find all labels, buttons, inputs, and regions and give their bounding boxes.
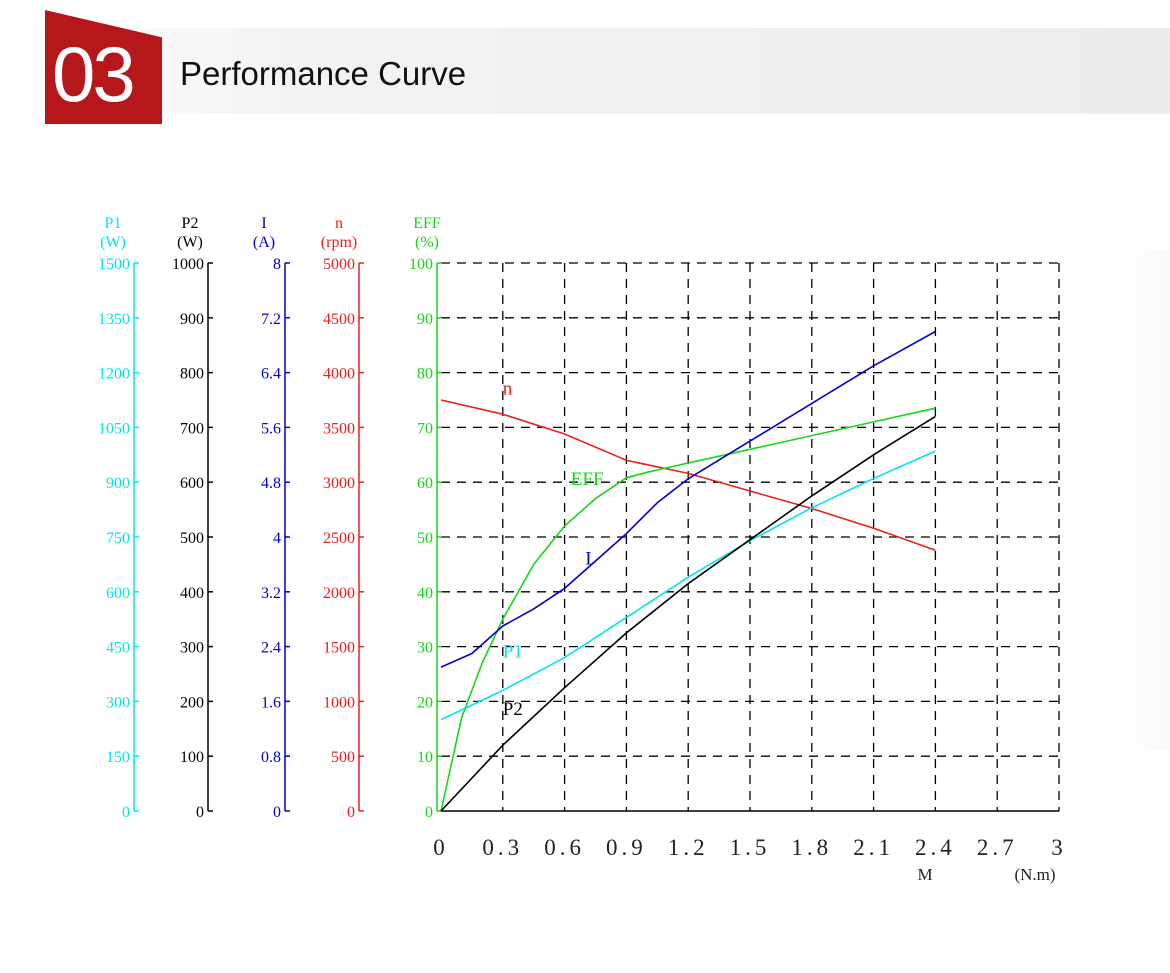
y-tick-label-current: 1.6 xyxy=(261,694,281,711)
y-tick-label-speed: 4500 xyxy=(323,311,355,328)
y-axis-unit-current: (A) xyxy=(253,234,275,251)
y-tick-label-current: 2.4 xyxy=(261,640,281,657)
y-axis-name-p1: P1 xyxy=(105,215,122,232)
y-tick-label-p1: 750 xyxy=(106,530,130,547)
section-header-bar xyxy=(0,28,1170,114)
y-axis-name-eff: EFF xyxy=(413,215,441,232)
y-tick-label-p2: 600 xyxy=(180,475,204,492)
y-tick-label-current: 3.2 xyxy=(261,585,281,602)
y-tick-label-speed: 5000 xyxy=(323,256,355,273)
y-tick-label-current: 4.8 xyxy=(261,475,281,492)
x-axis-unit: (N.m) xyxy=(1014,865,1055,884)
y-tick-label-eff: 70 xyxy=(417,420,433,437)
series-label-i: I xyxy=(585,548,591,569)
y-tick-label-current: 0 xyxy=(273,804,281,821)
y-tick-label-current: 0.8 xyxy=(261,749,281,766)
y-tick-label-p1: 1050 xyxy=(98,420,130,437)
side-shadow xyxy=(1120,250,1170,750)
y-tick-label-p1: 0 xyxy=(122,804,130,821)
y-axis-name-p2: P2 xyxy=(182,215,199,232)
y-tick-label-speed: 2500 xyxy=(323,530,355,547)
series-line-p1 xyxy=(440,450,936,721)
y-tick-label-eff: 90 xyxy=(417,311,433,328)
y-axis-unit-p2: (W) xyxy=(177,234,203,251)
y-axis-unit-p1: (W) xyxy=(100,234,126,251)
y-tick-label-current: 8 xyxy=(273,256,281,273)
series-line-i xyxy=(440,330,936,668)
y-tick-label-speed: 4000 xyxy=(323,366,355,383)
x-tick-label: 0.9 xyxy=(606,835,647,860)
y-tick-label-speed: 1000 xyxy=(323,694,355,711)
series-label-p1: P1 xyxy=(503,642,523,663)
y-tick-label-eff: 50 xyxy=(417,530,433,547)
y-tick-label-speed: 500 xyxy=(331,749,355,766)
series-label-eff: EFF xyxy=(571,469,604,490)
y-tick-label-speed: 1500 xyxy=(323,640,355,657)
y-tick-label-p2: 1000 xyxy=(172,256,204,273)
y-tick-label-p1: 300 xyxy=(106,694,130,711)
y-tick-label-p2: 800 xyxy=(180,366,204,383)
y-axis-unit-speed: (rpm) xyxy=(321,234,357,251)
x-tick-label: 3 xyxy=(1051,835,1067,860)
x-tick-label: 0.6 xyxy=(544,835,585,860)
y-tick-label-p2: 0 xyxy=(196,804,204,821)
y-tick-label-current: 5.6 xyxy=(261,420,281,437)
section-number: 03 xyxy=(52,30,136,118)
y-tick-label-eff: 80 xyxy=(417,366,433,383)
y-tick-label-current: 4 xyxy=(273,530,281,547)
x-tick-label: 2.7 xyxy=(977,835,1018,860)
y-tick-label-speed: 2000 xyxy=(323,585,355,602)
x-tick-label: 0.3 xyxy=(482,835,523,860)
y-tick-label-eff: 100 xyxy=(409,256,433,273)
y-tick-label-p1: 150 xyxy=(106,749,130,766)
y-tick-label-current: 6.4 xyxy=(261,366,281,383)
y-tick-label-speed: 3000 xyxy=(323,475,355,492)
y-tick-label-p1: 1200 xyxy=(98,366,130,383)
y-tick-label-p1: 1500 xyxy=(98,256,130,273)
x-axis-label: M xyxy=(917,865,932,884)
y-tick-label-p1: 900 xyxy=(106,475,130,492)
y-tick-label-p2: 900 xyxy=(180,311,204,328)
x-tick-label: 2.1 xyxy=(853,835,894,860)
y-tick-label-p2: 300 xyxy=(180,640,204,657)
y-tick-label-p2: 200 xyxy=(180,694,204,711)
y-tick-label-p2: 500 xyxy=(180,530,204,547)
x-tick-label: 1.8 xyxy=(791,835,832,860)
y-tick-label-p2: 100 xyxy=(180,749,204,766)
x-tick-label: 0 xyxy=(433,835,449,860)
y-tick-label-eff: 30 xyxy=(417,640,433,657)
y-tick-label-p1: 600 xyxy=(106,585,130,602)
y-tick-label-eff: 20 xyxy=(417,694,433,711)
y-axis-unit-eff: (%) xyxy=(415,234,439,251)
y-axis-name-speed: n xyxy=(335,215,343,232)
x-tick-label: 2.4 xyxy=(915,835,956,860)
series-line-n xyxy=(440,399,936,551)
y-tick-label-speed: 0 xyxy=(347,804,355,821)
series-line-p2 xyxy=(440,415,936,812)
series-label-n: n xyxy=(503,379,513,400)
y-tick-label-current: 7.2 xyxy=(261,311,281,328)
x-tick-label: 1.2 xyxy=(668,835,709,860)
x-tick-label: 1.5 xyxy=(730,835,771,860)
y-tick-label-eff: 60 xyxy=(417,475,433,492)
section-title: Performance Curve xyxy=(180,55,467,92)
y-tick-label-p1: 1350 xyxy=(98,311,130,328)
y-axis-name-current: I xyxy=(261,215,266,232)
y-tick-label-p2: 400 xyxy=(180,585,204,602)
series-label-p2: P2 xyxy=(503,699,523,720)
y-tick-label-p1: 450 xyxy=(106,640,130,657)
y-tick-label-p2: 700 xyxy=(180,420,204,437)
y-tick-label-speed: 3500 xyxy=(323,420,355,437)
y-tick-label-eff: 0 xyxy=(425,804,433,821)
series-line-eff xyxy=(440,407,936,812)
y-tick-label-eff: 10 xyxy=(417,749,433,766)
y-tick-label-eff: 40 xyxy=(417,585,433,602)
